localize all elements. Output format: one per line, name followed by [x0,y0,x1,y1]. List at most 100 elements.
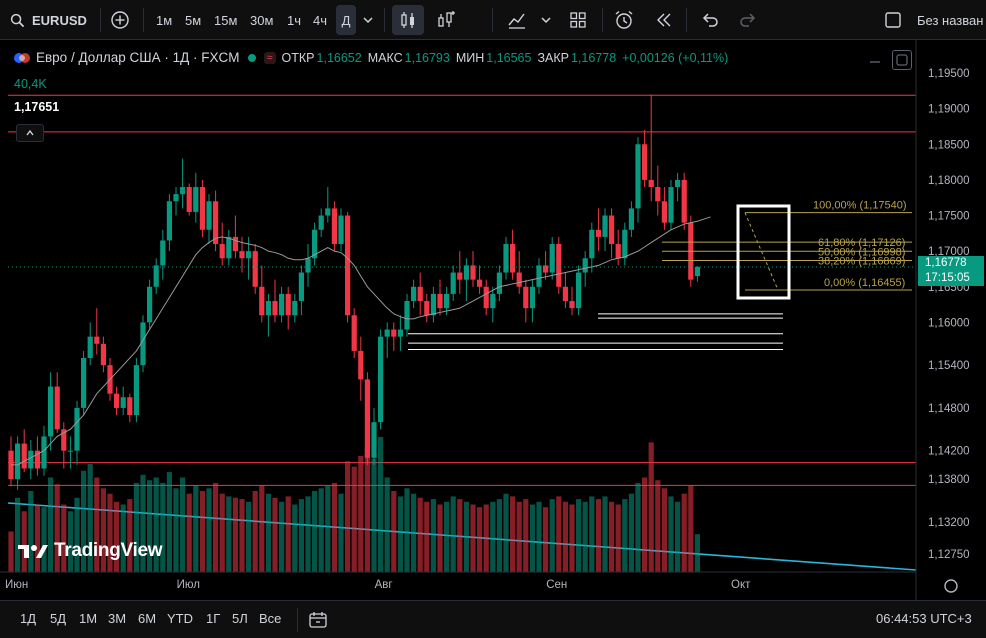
volume-bar [226,496,232,572]
high-value: 1,16793 [404,50,450,65]
divider [143,8,144,32]
range-1-button[interactable]: 5Д [50,611,67,626]
candle-body [675,179,681,188]
candle-body [384,329,390,337]
candle-body [496,272,502,294]
interval-label: 1ч [287,12,302,28]
volume-bar [127,499,133,572]
candle-body [41,436,47,469]
candle-body [28,450,34,469]
candle-body [424,301,430,316]
volume-bar [595,499,601,572]
range-0-button[interactable]: 1Д [20,611,37,626]
candle-body [120,397,126,408]
volume-bar [41,507,47,572]
minimize-icon [870,61,880,63]
layout-button[interactable] [568,0,588,40]
candle-body [642,144,648,180]
time-tick-label: Июн [5,579,28,591]
candle-body [549,244,555,273]
volume-bar [107,493,113,572]
price-tick-label: 1,19500 [928,68,970,80]
clock-label[interactable]: 06:44:53 UTC+3 [876,611,972,626]
volume-bar [180,477,186,572]
symbol-search[interactable]: EURUSD [10,0,87,40]
volume-bar [239,499,245,572]
candle-body [67,450,73,452]
redo-button[interactable] [738,0,758,40]
interval-1h[interactable]: 1ч [287,0,301,40]
candle-body [147,286,153,323]
volume-value: 40,4K [14,77,47,91]
interval-4h[interactable]: 4ч [313,0,327,40]
interval-1m[interactable]: 1м [156,0,172,40]
volume-bar [160,482,166,572]
grid-icon [570,12,586,28]
countdown-value: 17:15:05 [925,272,970,284]
volume-bar [351,466,357,572]
price-chart[interactable]: 1,191871,186731,140321,13713 100,00% (1,… [0,40,986,600]
interval-1d[interactable]: Д [336,5,356,35]
volume-bar [655,480,661,572]
candle-body [668,187,674,223]
interval-30m[interactable]: 30м [250,0,273,40]
volume-bar [358,455,364,572]
bottom-toolbar: 1Д 5Д 1М 3М 6М YTD 1Г 5Л Все 06:44:53 UTC+3 [0,600,986,638]
replay-button[interactable] [654,0,674,40]
range-5-button[interactable]: YTD [167,611,193,626]
candle-body [477,279,483,287]
range-3-button[interactable]: 3М [108,611,127,626]
chart-type-candles[interactable] [392,5,424,35]
collapse-legend-button[interactable] [16,124,44,142]
volume-bar [206,488,212,572]
interval-label: 4ч [313,12,328,28]
sync-icon[interactable]: ≈ [263,51,276,64]
volume-bar [378,437,384,572]
range-6-button[interactable]: 1Г [206,611,221,626]
interval-label: 1м [156,12,173,28]
tradingview-logo: TradingView [18,540,163,562]
interval-15m[interactable]: 15м [214,0,237,40]
volume-bar [186,493,192,572]
indicators-button[interactable] [436,0,458,40]
chart-settings-button[interactable] [864,48,886,70]
interval-dropdown[interactable] [362,0,374,40]
volume-bar [628,493,634,572]
alert-button[interactable] [613,0,635,40]
volume-bar [523,499,529,572]
volume-bar [516,501,522,572]
layout-name-button[interactable]: Без назван [884,0,983,40]
candle-body [292,301,298,316]
volume-bar [609,501,615,572]
divider [686,8,687,32]
volume-bar [536,501,542,572]
candle-body [371,422,377,458]
maximize-pane-button[interactable] [892,50,912,70]
divider [100,8,101,32]
compare-button[interactable] [110,0,130,40]
volume-bar [67,511,73,572]
volume-bar [529,504,535,572]
volume-bar [193,485,199,572]
candle-body [569,301,575,309]
brand-label: TradingView [54,540,163,561]
range-2-button[interactable]: 1М [79,611,98,626]
range-8-button[interactable]: Все [259,611,282,626]
time-tick-label: Авг [375,579,393,591]
undo-button[interactable] [700,0,720,40]
date-range-button[interactable] [308,610,328,635]
annotations: 100,00% (1,17540) 61,80% (1,17126)50,00% … [408,200,912,350]
indicator-templates-button[interactable] [506,0,528,40]
candle-body [609,215,615,245]
volume-bar [81,470,87,572]
volume-bar [213,482,219,572]
chart-pane[interactable]: 1,191871,186731,140321,13713 100,00% (1,… [0,40,986,600]
volume-bar [694,534,700,572]
interval-5m[interactable]: 5м [185,0,201,40]
templates-dropdown[interactable] [540,0,552,40]
volume-bar [34,504,40,572]
moving-average [8,216,916,466]
range-4-button[interactable]: 6М [138,611,157,626]
range-7-button[interactable]: 5Л [232,611,248,626]
candle-body [582,258,588,273]
